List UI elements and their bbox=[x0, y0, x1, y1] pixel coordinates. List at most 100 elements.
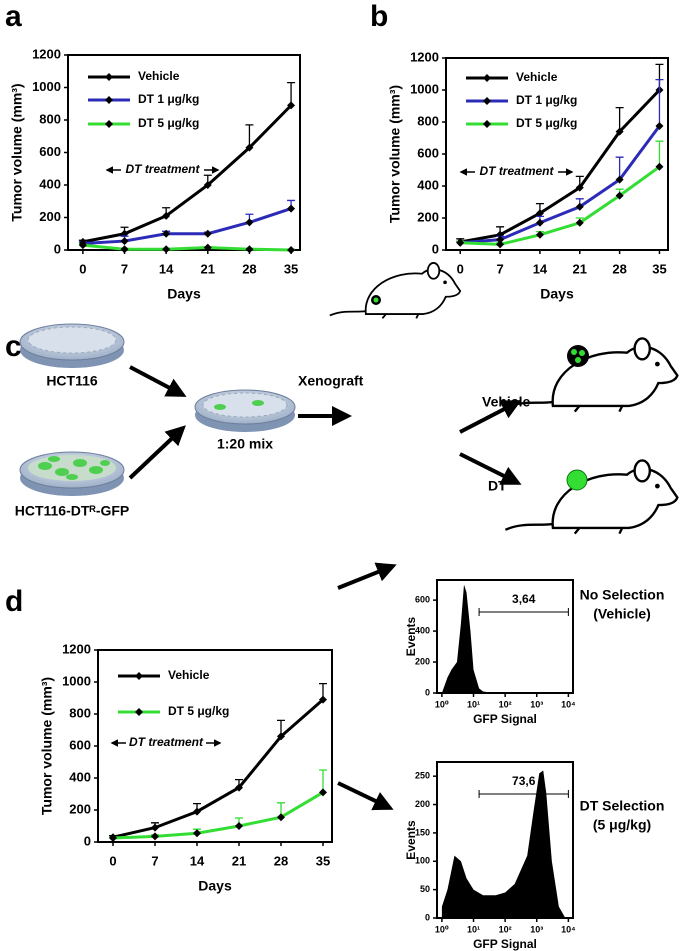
legend-marker bbox=[135, 708, 143, 716]
y-tick-label: 600 bbox=[39, 144, 61, 159]
data-point bbox=[193, 807, 201, 816]
x-axis-label: Days bbox=[540, 286, 574, 302]
tumor bbox=[567, 345, 589, 367]
data-point bbox=[120, 245, 129, 254]
y-tick-label: 200 bbox=[417, 209, 439, 224]
x-tick-label: 10³ bbox=[530, 924, 543, 934]
data-point bbox=[203, 229, 212, 238]
x-tick-label: 10³ bbox=[530, 699, 543, 709]
y-axis-label: Tumor volume (mm³) bbox=[9, 83, 25, 221]
mouse-tail bbox=[329, 310, 366, 317]
error-bar bbox=[655, 78, 664, 126]
y-tick-label: 0 bbox=[54, 241, 61, 256]
y-tick-label: 250 bbox=[415, 771, 430, 781]
data-point bbox=[245, 143, 254, 152]
legend-label: DT 5 μg/kg bbox=[138, 116, 199, 130]
data-point bbox=[575, 183, 584, 192]
x-axis-label: GFP Signal bbox=[473, 937, 537, 951]
x-tick-label: 21 bbox=[573, 261, 587, 276]
mouse-eye bbox=[655, 483, 660, 489]
mouse-feet bbox=[381, 313, 420, 319]
data-point bbox=[277, 732, 285, 741]
panel-label: d bbox=[5, 585, 23, 618]
panel-label: b bbox=[370, 0, 388, 33]
data-point bbox=[203, 243, 212, 252]
tumor-cell bbox=[571, 349, 577, 355]
x-tick-label: 10² bbox=[499, 699, 512, 709]
x-tick-label: 28 bbox=[274, 853, 288, 868]
y-tick-label: 100 bbox=[415, 856, 430, 866]
series-line bbox=[460, 125, 661, 245]
x-tick-label: 28 bbox=[612, 261, 626, 276]
data-point bbox=[655, 122, 664, 130]
error-bar bbox=[615, 106, 624, 132]
error-bar bbox=[655, 140, 664, 167]
legend-label: Vehicle bbox=[516, 70, 558, 84]
y-axis-label: Tumor volume (mm³) bbox=[387, 85, 403, 223]
data-point bbox=[655, 162, 664, 171]
x-tick-label: 14 bbox=[533, 261, 548, 276]
y-tick-label: 400 bbox=[415, 625, 430, 635]
y-tick-label: 600 bbox=[415, 594, 430, 604]
data-point bbox=[162, 229, 171, 238]
y-tick-label: 200 bbox=[69, 801, 91, 816]
series-line bbox=[82, 104, 293, 244]
data-point bbox=[162, 211, 171, 220]
x-axis-label: GFP Signal bbox=[473, 712, 537, 726]
gate bbox=[478, 608, 569, 616]
tumor bbox=[373, 297, 379, 303]
histogram-area bbox=[441, 584, 569, 693]
y-tick-label: 0 bbox=[425, 687, 430, 697]
dish-label: HCT116 bbox=[46, 373, 98, 389]
y-tick-label: 1000 bbox=[62, 673, 91, 688]
x-axis-label: Days bbox=[167, 286, 201, 302]
mouse-feet bbox=[573, 527, 624, 535]
mouse-eye bbox=[655, 361, 660, 367]
x-tick-label: 21 bbox=[232, 853, 246, 868]
data-point bbox=[277, 813, 285, 822]
data-point bbox=[245, 218, 254, 227]
data-point bbox=[109, 834, 117, 842]
data-point bbox=[496, 240, 505, 249]
legend-label: DT 5 μg/kg bbox=[516, 116, 577, 130]
y-axis-label: Events bbox=[404, 617, 418, 657]
data-point bbox=[535, 230, 544, 239]
x-tick-label: 7 bbox=[121, 261, 128, 276]
data-point bbox=[575, 202, 584, 211]
y-axis-label: Tumor volume (mm³) bbox=[39, 677, 55, 815]
annotation: DT treatment bbox=[479, 164, 554, 178]
x-tick-label: 35 bbox=[284, 261, 298, 276]
y-tick-label: 0 bbox=[84, 833, 91, 848]
plot-frame bbox=[445, 57, 669, 251]
tumor bbox=[566, 469, 588, 491]
panel-label: c bbox=[5, 330, 22, 363]
side-label: No Selection bbox=[580, 587, 665, 603]
mouse bbox=[329, 262, 462, 319]
dish bbox=[19, 451, 125, 496]
x-tick-label: 10⁴ bbox=[561, 699, 575, 709]
legend-marker bbox=[483, 120, 491, 128]
x-tick-label: 10² bbox=[499, 924, 512, 934]
data-point bbox=[319, 788, 327, 797]
y-tick-label: 1200 bbox=[410, 49, 439, 64]
data-point bbox=[203, 181, 212, 189]
side-label: DT Selection bbox=[580, 798, 665, 814]
data-point bbox=[193, 829, 201, 838]
y-tick-label: 0 bbox=[432, 241, 439, 256]
series-line bbox=[82, 243, 292, 252]
mouse-ear bbox=[426, 262, 441, 280]
arrows bbox=[128, 365, 522, 811]
data-point bbox=[245, 245, 254, 254]
legend-label: Vehicle bbox=[138, 69, 180, 83]
mouse-feet bbox=[573, 405, 624, 413]
side-label: (Vehicle) bbox=[593, 606, 651, 622]
tumor-cell bbox=[579, 350, 585, 356]
y-tick-label: 200 bbox=[415, 799, 430, 809]
y-tick-label: 600 bbox=[69, 737, 91, 752]
y-tick-label: 200 bbox=[415, 656, 430, 666]
gate-label: 73,6 bbox=[512, 774, 536, 788]
y-tick-label: 50 bbox=[420, 884, 430, 894]
legend-label: DT 5 μg/kg bbox=[168, 704, 229, 718]
dish-label: HCT116-DTᴿ-GFP bbox=[15, 503, 130, 519]
